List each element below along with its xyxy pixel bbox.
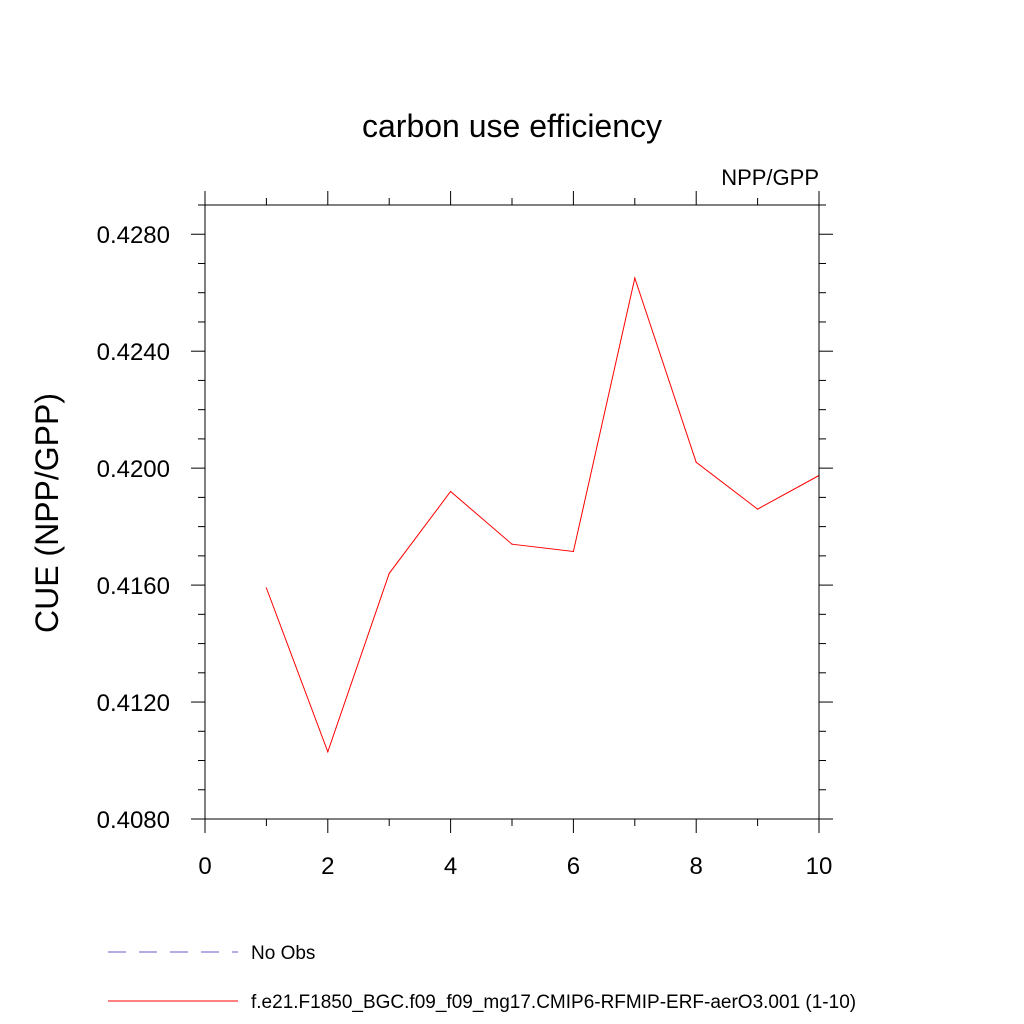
chart-title: carbon use efficiency [362, 108, 662, 144]
y-tick-label: 0.4200 [97, 456, 170, 483]
series-point [511, 543, 513, 545]
legend-label: No Obs [251, 943, 315, 964]
legend-label: f.e21.F1850_BGC.f09_f09_mg17.CMIP6-RFMIP… [251, 992, 856, 1013]
plot-frame [204, 204, 820, 820]
series-point [757, 508, 759, 510]
y-tick-label: 0.4280 [97, 222, 170, 249]
series-point [265, 587, 267, 589]
plot-series [265, 276, 820, 754]
x-tick-label: 4 [444, 853, 457, 880]
tick-labels: 0 2 4 6 8 10 0.4080 0.4120 0.4160 0.4200 0.4240 0.4… [97, 222, 833, 880]
legend: No Obs f.e21.F1850_BGC.f09_f09_mg17.CMIP6… [108, 943, 856, 1013]
series-point [695, 461, 697, 463]
chart-subtitle-right: NPP/GPP [721, 165, 819, 190]
x-tick-label: 2 [321, 853, 334, 880]
y-axis-title: CUE (NPP/GPP) [29, 393, 65, 633]
y-tick-label: 0.4240 [97, 339, 170, 366]
series-point [388, 572, 390, 575]
y-tick-label: 0.4160 [97, 573, 170, 600]
y-tick-label: 0.4120 [97, 690, 170, 717]
series-point [572, 550, 575, 553]
x-tick-label: 10 [806, 853, 833, 880]
series-point [634, 277, 636, 279]
series-point [450, 490, 452, 493]
x-tick-label: 8 [690, 853, 703, 880]
series-point [327, 751, 329, 753]
x-tick-label: 6 [567, 853, 580, 880]
axis-ticks [191, 191, 833, 833]
y-tick-label: 0.4080 [97, 807, 170, 834]
series-line [265, 276, 820, 754]
x-tick-label: 0 [198, 853, 211, 880]
